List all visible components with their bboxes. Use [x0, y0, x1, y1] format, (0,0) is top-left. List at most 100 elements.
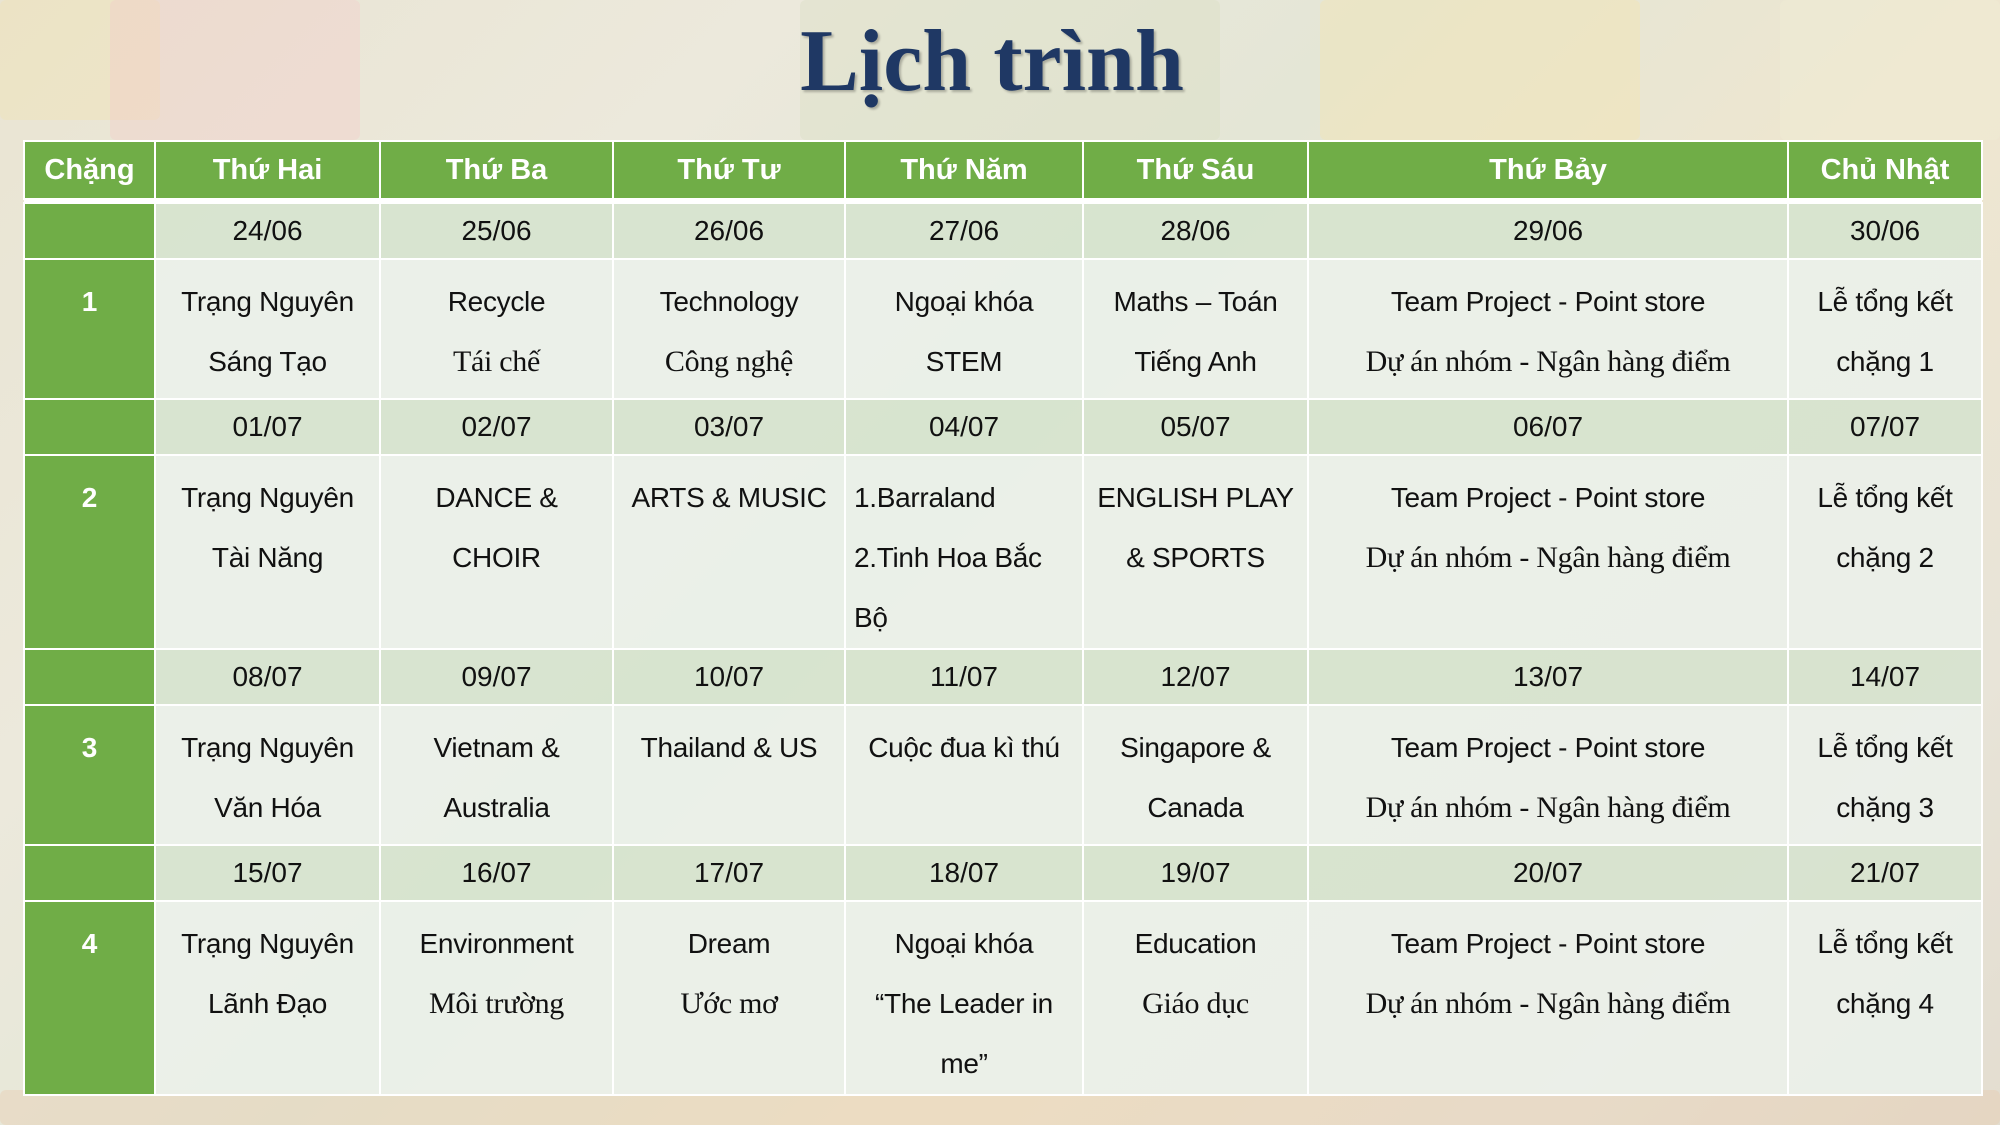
activity-cell: Lễ tổng kết chặng 3 [1787, 704, 1983, 846]
activity-text: Ngoại khóa [894, 928, 1034, 959]
activity-text: chặng 1 [1836, 346, 1934, 377]
column-header: Thứ Hai [154, 140, 381, 200]
activity-cell: Recycle Tái chế [379, 258, 614, 400]
activity-text: Môi trường [429, 987, 564, 1020]
date-cell: 16/07 [379, 844, 614, 902]
activity-text: me” [940, 1048, 988, 1079]
activity-cell: 1.Barraland 2.Tinh Hoa Bắc Bộ [844, 454, 1084, 650]
activity-text: Trạng Nguyên [181, 928, 354, 959]
date-cell: 25/06 [379, 202, 614, 260]
date-cell: 13/07 [1307, 648, 1789, 706]
activity-text: ENGLISH PLAY [1097, 482, 1294, 513]
activity-cell: Thailand & US [612, 704, 846, 846]
activity-text: chặng 4 [1836, 988, 1934, 1019]
activity-text: 1.Barraland [854, 482, 996, 513]
date-cell: 21/07 [1787, 844, 1983, 902]
activity-cell: DANCE & CHOIR [379, 454, 614, 650]
activity-text: Thailand & US [640, 732, 818, 763]
activity-text: Tái chế [452, 345, 540, 378]
date-cell: 03/07 [612, 398, 846, 456]
activity-text: Environment [419, 928, 574, 959]
activity-cell: Trạng Nguyên Sáng Tạo [154, 258, 381, 400]
column-header: Thứ Năm [844, 140, 1084, 200]
activity-text: chặng 2 [1836, 542, 1934, 573]
activity-text: Công nghệ [664, 345, 794, 378]
activity-cell: Education Giáo dục [1082, 900, 1309, 1096]
date-cell: 07/07 [1787, 398, 1983, 456]
activity-cell: Trạng Nguyên Văn Hóa [154, 704, 381, 846]
activity-text: Trạng Nguyên [181, 732, 354, 763]
activity-text: Australia [443, 792, 550, 823]
stage-cell-blank [23, 844, 156, 902]
background-decoration [1320, 0, 1640, 140]
column-header: Thứ Ba [379, 140, 614, 200]
activity-text: “The Leader in [875, 988, 1053, 1019]
date-cell: 30/06 [1787, 202, 1983, 260]
activity-cell: Cuộc đua kì thú [844, 704, 1084, 846]
activity-text: Lễ tổng kết [1817, 482, 1953, 513]
date-cell: 24/06 [154, 202, 381, 260]
activity-text: Trạng Nguyên [181, 286, 354, 317]
stage-number: 2 [23, 454, 156, 650]
activity-text: Lễ tổng kết [1817, 286, 1953, 317]
activity-text: ARTS & MUSIC [631, 482, 827, 513]
activity-text: Tài Năng [211, 542, 324, 573]
activity-text: Team Project - Point store [1390, 928, 1706, 959]
background-decoration [800, 0, 1220, 140]
date-cell: 28/06 [1082, 202, 1309, 260]
activity-cell: Vietnam & Australia [379, 704, 614, 846]
date-cell: 19/07 [1082, 844, 1309, 902]
activity-text: Education [1134, 928, 1257, 959]
date-cell: 14/07 [1787, 648, 1983, 706]
activity-cell: Lễ tổng kết chặng 4 [1787, 900, 1983, 1096]
activity-cell: Technology Công nghệ [612, 258, 846, 400]
column-header: Chủ Nhật [1787, 140, 1983, 200]
activity-cell: ARTS & MUSIC [612, 454, 846, 650]
activity-text: DANCE & [435, 482, 558, 513]
activity-row: 1 Trạng Nguyên Sáng Tạo Recycle Tái chế Techn… [23, 258, 1983, 400]
activity-cell: Dream Ước mơ [612, 900, 846, 1096]
activity-text: Canada [1147, 792, 1244, 823]
activity-text: Lễ tổng kết [1817, 928, 1953, 959]
date-cell: 08/07 [154, 648, 381, 706]
stage-number: 4 [23, 900, 156, 1096]
activity-cell: Team Project - Point store Dự án nhóm - N… [1307, 258, 1789, 400]
date-cell: 06/07 [1307, 398, 1789, 456]
activity-text: Maths – Toán [1113, 286, 1278, 317]
activity-cell: Team Project - Point store Dự án nhóm - N… [1307, 454, 1789, 650]
activity-text: Singapore & [1120, 732, 1271, 763]
activity-text: CHOIR [452, 542, 541, 573]
background-decoration [0, 1090, 2000, 1125]
column-header: Thứ Tư [612, 140, 846, 200]
background-decoration [0, 0, 160, 120]
activity-text: Ngoại khóa [894, 286, 1034, 317]
activity-text: & SPORTS [1126, 542, 1265, 573]
activity-text: Dream [687, 928, 771, 959]
activity-text: 2.Tinh Hoa Bắc [854, 542, 1042, 573]
activity-text: Technology [659, 286, 799, 317]
date-cell: 04/07 [844, 398, 1084, 456]
date-row: 08/07 09/07 10/07 11/07 12/07 13/07 14/07 [23, 648, 1983, 706]
divider [24, 199, 1982, 203]
activity-cell: Trạng Nguyên Tài Năng [154, 454, 381, 650]
activity-text: Bộ [854, 602, 888, 633]
activity-text: Dự án nhóm - Ngân hàng điểm [1365, 541, 1731, 574]
date-cell: 18/07 [844, 844, 1084, 902]
activity-text: Dự án nhóm - Ngân hàng điểm [1365, 987, 1731, 1020]
date-cell: 02/07 [379, 398, 614, 456]
column-header: Thứ Bảy [1307, 140, 1789, 200]
activity-text: Văn Hóa [214, 792, 321, 823]
activity-text: Lãnh Đạo [207, 988, 328, 1019]
activity-cell: Environment Môi trường [379, 900, 614, 1096]
activity-row: 3 Trạng Nguyên Văn Hóa Vietnam & Australia Th… [23, 704, 1983, 846]
activity-cell: ENGLISH PLAY & SPORTS [1082, 454, 1309, 650]
activity-text: Vietnam & [433, 732, 560, 763]
background-decoration [110, 0, 360, 140]
activity-text: Recycle [447, 286, 546, 317]
activity-text: Cuộc đua kì thú [868, 732, 1060, 763]
date-cell: 01/07 [154, 398, 381, 456]
activity-text: Team Project - Point store [1390, 482, 1706, 513]
activity-text: Team Project - Point store [1390, 732, 1706, 763]
activity-text: Dự án nhóm - Ngân hàng điểm [1365, 345, 1731, 378]
stage-cell-blank [23, 648, 156, 706]
